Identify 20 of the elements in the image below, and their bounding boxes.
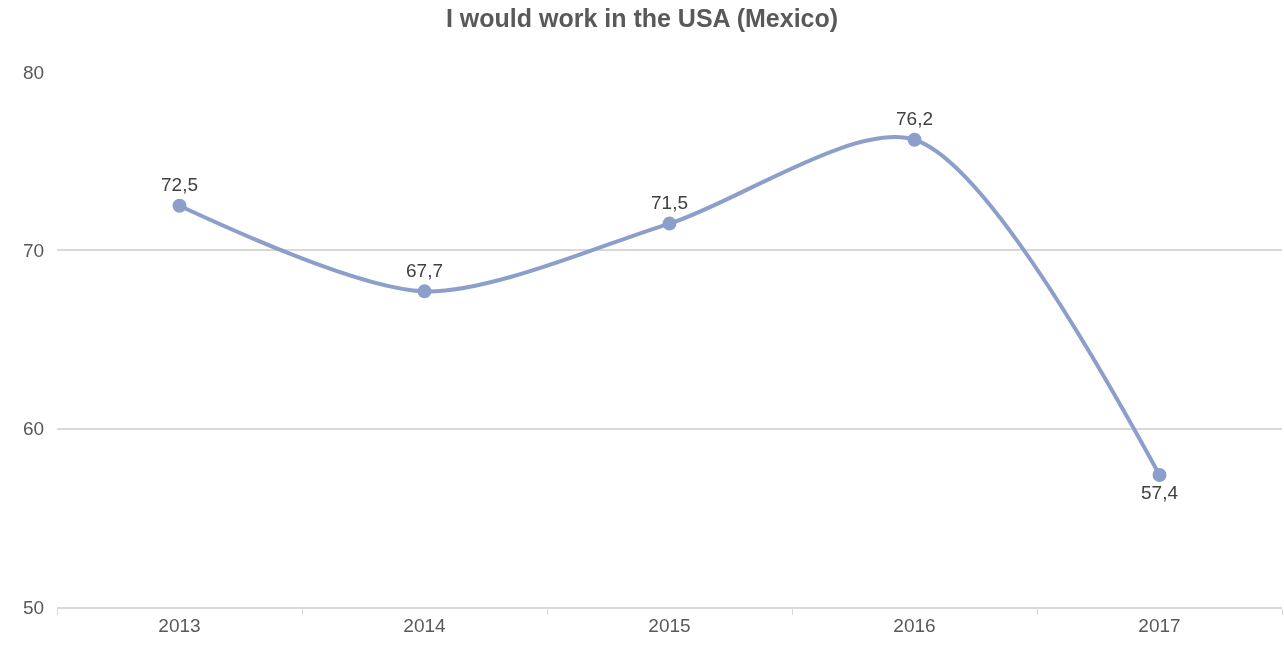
chart-title: I would work in the USA (Mexico) — [445, 4, 839, 33]
point — [662, 216, 677, 231]
y-tick-label: 80 — [23, 61, 45, 83]
x-tick-label: 2015 — [648, 614, 691, 636]
x-tick-label: 2017 — [1138, 614, 1181, 636]
y-tick-label: 60 — [23, 418, 45, 440]
y-tick-label: 70 — [23, 239, 45, 261]
point — [417, 284, 432, 299]
point — [907, 132, 922, 147]
point — [172, 198, 187, 213]
x-tick-label: 2016 — [893, 614, 936, 636]
data-label: 71,5 — [651, 192, 688, 214]
y-tick-label: 50 — [23, 596, 45, 618]
x-tick-label: 2013 — [158, 614, 201, 636]
data-label: 67,7 — [406, 259, 443, 281]
data-label: 76,2 — [896, 108, 933, 130]
x-tick-label: 2014 — [403, 614, 447, 636]
data-label: 57,4 — [1141, 482, 1179, 504]
data-label: 72,5 — [161, 174, 198, 196]
point — [1152, 468, 1167, 483]
